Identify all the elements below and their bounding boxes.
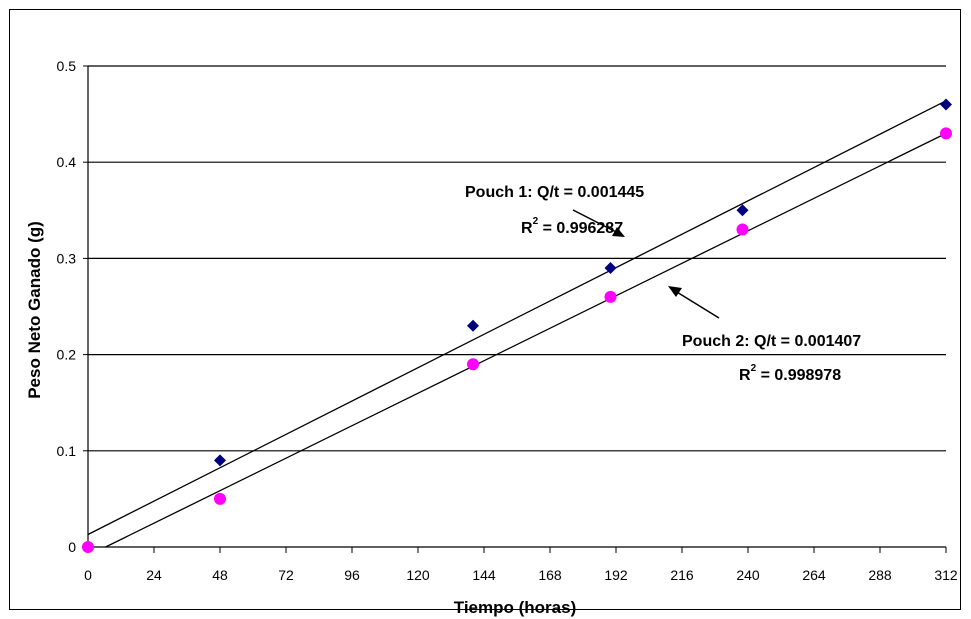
y-tick-label: 0.1 [57, 443, 77, 459]
annotation-pouch2-arrow [668, 286, 720, 319]
y-tick-label: 0.3 [57, 250, 77, 266]
annotation-pouch1-r2: R2 = 0.996287 [521, 216, 623, 237]
x-axis-title: Tiempo (horas) [454, 598, 576, 617]
data-point-series-2 [467, 358, 479, 371]
data-point-series-1 [214, 454, 226, 467]
x-tick-label: 96 [344, 567, 360, 583]
x-tick-label: 0 [84, 567, 92, 583]
annotation-pouch2-r2: R2 = 0.998978 [739, 363, 841, 384]
data-point-series-2 [604, 290, 617, 303]
y-tick-label: 0.5 [57, 58, 77, 74]
data-point-series-2 [940, 127, 952, 140]
x-tick-label: 192 [604, 567, 628, 583]
y-tick-label: 0.2 [57, 347, 77, 363]
data-point-series-2 [736, 223, 749, 236]
x-tick-label: 312 [934, 567, 958, 583]
y-tick-label: 0.4 [57, 154, 77, 170]
y-tick-labels: 0 0.1 0.2 0.3 0.4 0.5 [57, 58, 77, 555]
annotation-pouch1-slope: Pouch 1: Q/t = 0.001445 [465, 184, 644, 201]
y-axis-title: Peso Neto Ganado (g) [25, 221, 44, 399]
x-tick-label: 216 [670, 567, 694, 583]
annotation-pouch1-arrow [572, 209, 625, 237]
x-tick-label: 120 [406, 567, 430, 583]
x-tick-label: 144 [472, 567, 496, 583]
axes [83, 65, 947, 553]
x-tick-label: 168 [538, 567, 562, 583]
x-tick-labels: 0 24 48 72 96 120 144 168 192 216 240 264 288 312 [84, 567, 958, 583]
data-point-series-2 [214, 492, 226, 505]
trendlines [87, 100, 947, 548]
data-point-series-1 [940, 98, 952, 111]
data-points [82, 98, 952, 553]
x-tick-label: 24 [146, 567, 162, 583]
chart-frame [9, 9, 961, 610]
y-tick-label: 0 [68, 539, 76, 555]
x-tick-label: 240 [736, 567, 760, 583]
gridlines [88, 65, 946, 452]
data-point-series-1 [604, 262, 617, 275]
data-point-series-1 [736, 204, 749, 217]
data-point-series-1 [467, 319, 479, 332]
annotation-pouch2-slope: Pouch 2: Q/t = 0.001407 [682, 333, 861, 350]
data-point-series-2 [82, 541, 94, 553]
trendline-series-2 [105, 132, 947, 548]
x-tick-label: 72 [278, 567, 294, 583]
x-tick-label: 288 [868, 567, 892, 583]
trendline-series-1 [87, 100, 947, 536]
x-tick-label: 48 [212, 567, 228, 583]
x-tick-label: 264 [802, 567, 826, 583]
